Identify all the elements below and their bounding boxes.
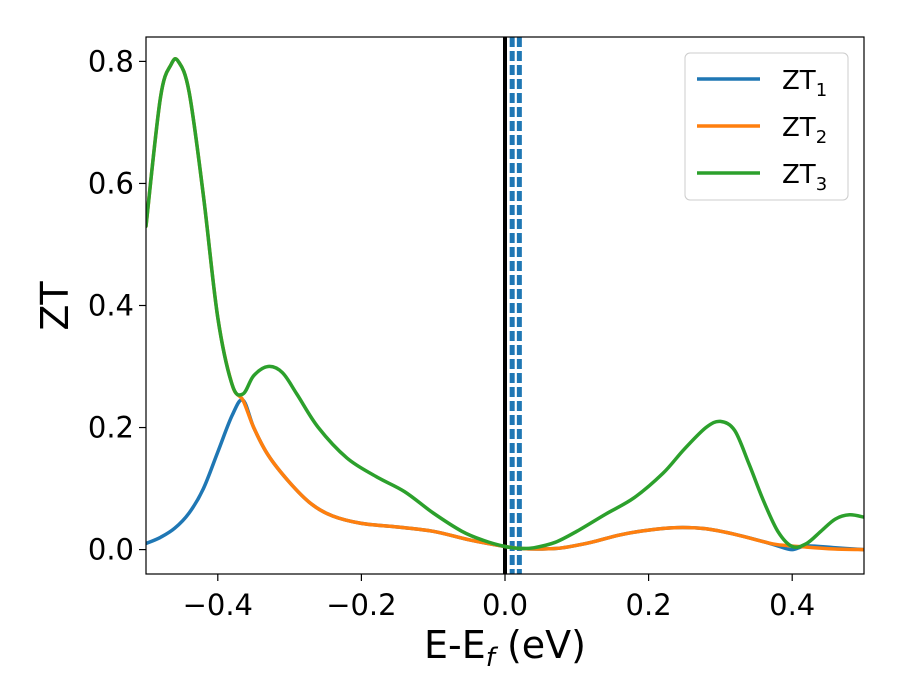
y-tick-label: 0.8 (88, 44, 134, 78)
x-tick-label: −0.2 (326, 588, 396, 622)
y-axis-ticks: 0.0 0.2 0.4 0.6 0.8 (88, 44, 146, 567)
reference-lines (503, 37, 522, 574)
y-tick-label: 0.2 (88, 411, 134, 445)
y-tick-label: 0.4 (88, 289, 134, 323)
x-tick-label: 0.0 (482, 588, 528, 622)
legend: ZT1 ZT2 ZT3 (684, 52, 849, 201)
x-tick-label: −0.4 (183, 588, 253, 622)
legend-box (684, 52, 849, 201)
x-axis-ticks: −0.4 −0.2 0.0 0.2 0.4 (183, 574, 815, 622)
x-axis-title: E-Ef (eV) (424, 623, 586, 673)
legend-label: ZT2 (782, 113, 827, 148)
legend-label: ZT3 (782, 160, 827, 195)
y-axis-title: ZT (33, 281, 77, 331)
x-tick-label: 0.2 (626, 588, 672, 622)
x-tick-label: 0.4 (769, 588, 815, 622)
series-lines (146, 57, 864, 552)
y-tick-label: 0.6 (88, 166, 134, 200)
y-tick-label: 0.0 (88, 533, 134, 567)
legend-label: ZT1 (782, 66, 827, 101)
series-line-3 (146, 57, 864, 551)
